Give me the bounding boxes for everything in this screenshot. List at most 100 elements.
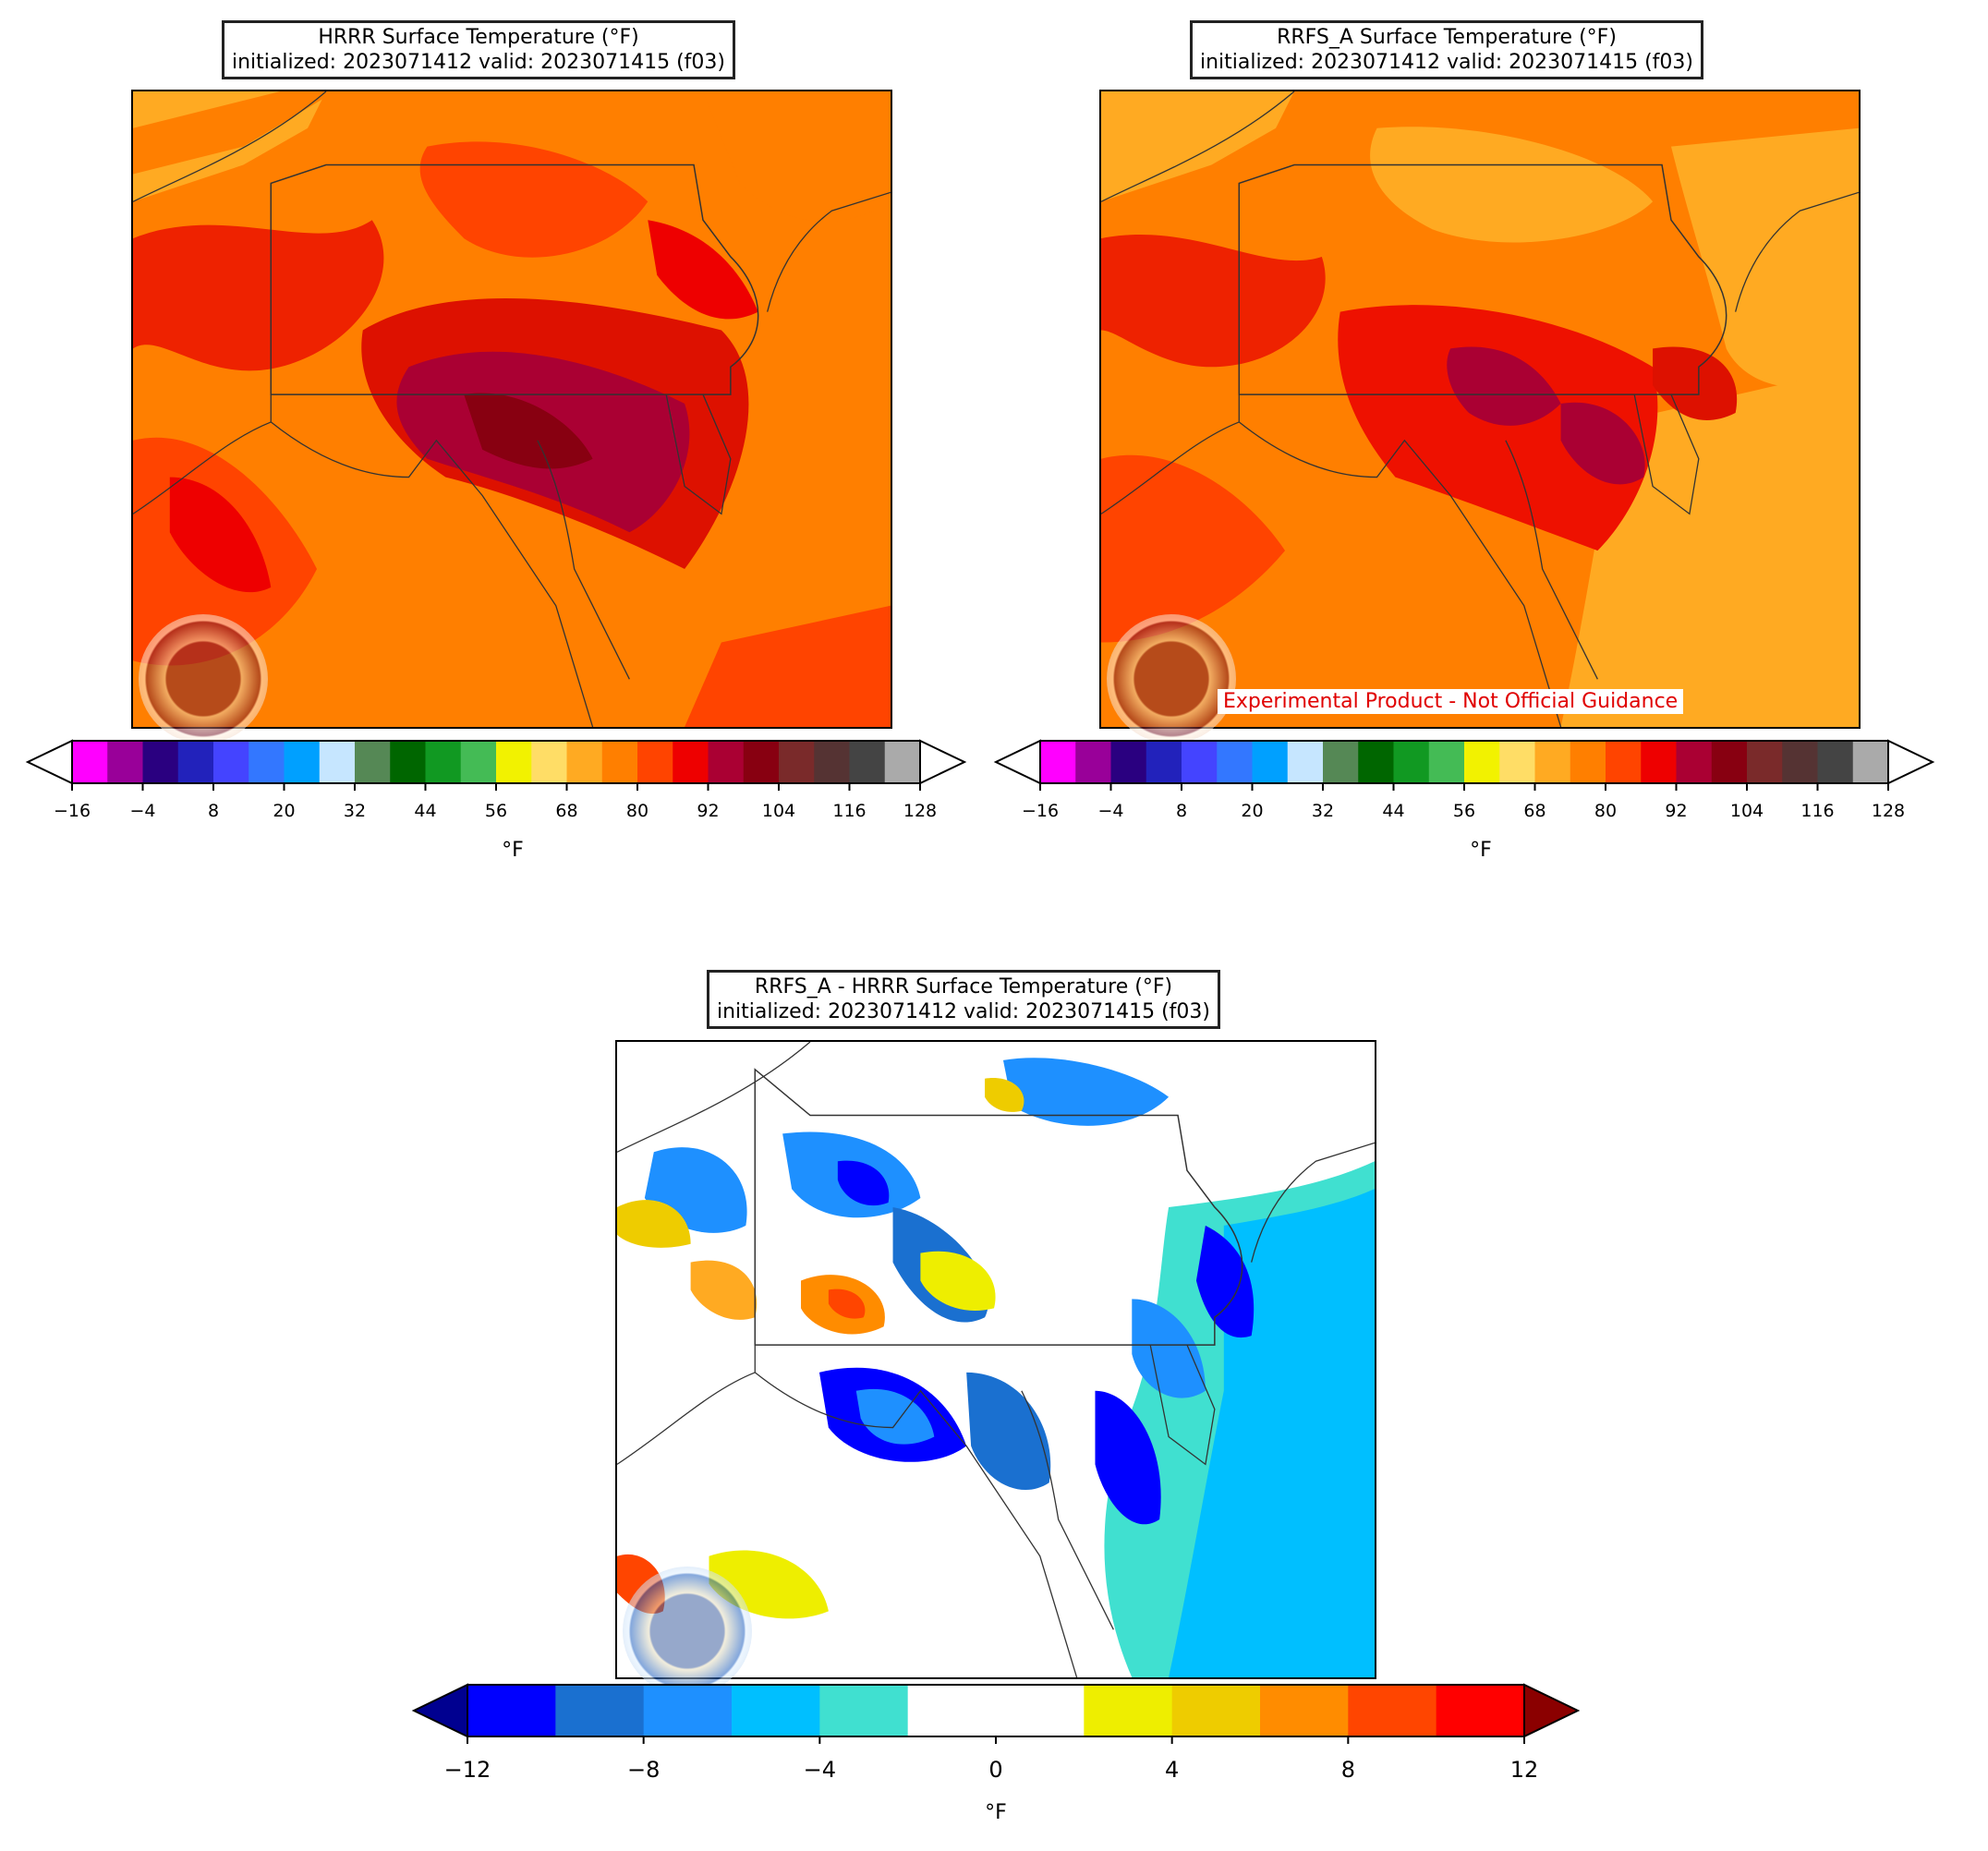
hrrr-colorbar-tick-label: 20 bbox=[273, 801, 295, 821]
hrrr-colorbar-color-swatch bbox=[849, 741, 886, 783]
rrfs-colorbar-color-swatch bbox=[1428, 741, 1465, 783]
diff-title-line1: RRFS_A - HRRR Surface Temperature (°F) bbox=[754, 975, 1173, 998]
hrrr-title: HRRR Surface Temperature (°F) initialize… bbox=[222, 20, 735, 79]
hrrr-colorbar-tick-label: −16 bbox=[54, 801, 91, 821]
hrrr-colorbar-color-swatch bbox=[637, 741, 673, 783]
diff-colorbar-extend-low bbox=[411, 1683, 468, 1738]
rrfs-colorbar-color-swatch bbox=[1358, 741, 1394, 783]
hrrr-colorbar-tick-label: 56 bbox=[485, 801, 507, 821]
rrfs-colorbar-color-swatch bbox=[1075, 741, 1111, 783]
diff-colorbar-unit: °F bbox=[985, 1801, 1007, 1824]
rrfs-colorbar-color-swatch bbox=[1217, 741, 1253, 783]
rrfs-colorbar-color-swatch bbox=[1040, 741, 1076, 783]
rrfs-title: RRFS_A Surface Temperature (°F) initiali… bbox=[1190, 20, 1703, 79]
hrrr-colorbar-color-swatch bbox=[743, 741, 780, 783]
rrfs-colorbar-color-swatch bbox=[1817, 741, 1854, 783]
hrrr-colorbar-color-swatch bbox=[284, 741, 321, 783]
hrrr-colorbar-unit: °F bbox=[502, 839, 524, 862]
diff-colorbar-color-swatch bbox=[467, 1685, 556, 1736]
hrrr-colorbar-color-swatch bbox=[884, 741, 921, 783]
rrfs-colorbar-color-swatch bbox=[1287, 741, 1324, 783]
rrfs-colorbar-tick-label: 44 bbox=[1382, 801, 1404, 821]
hrrr-colorbar-color-swatch bbox=[355, 741, 391, 783]
rrfs-colorbar-color-swatch bbox=[1464, 741, 1500, 783]
diff-colorbar-extend-high bbox=[1523, 1683, 1581, 1738]
diff-colorbar-color-swatch bbox=[819, 1685, 909, 1736]
hrrr-colorbar-color-swatch bbox=[72, 741, 108, 783]
hrrr-colorbar-tick-label: 128 bbox=[903, 801, 937, 821]
rrfs-colorbar-color-swatch bbox=[1146, 741, 1182, 783]
rrfs-colorbar-extend-high bbox=[1887, 739, 1935, 785]
noaa-logo-icon bbox=[623, 1567, 752, 1696]
hrrr-colorbar-color-swatch bbox=[531, 741, 567, 783]
hrrr-colorbar-tick-label: 68 bbox=[555, 801, 577, 821]
hrrr-colorbar-color-swatch bbox=[814, 741, 850, 783]
rrfs-colorbar-tick-label: 56 bbox=[1453, 801, 1475, 821]
hrrr-colorbar-extend-low bbox=[25, 739, 73, 785]
diff-title: RRFS_A - HRRR Surface Temperature (°F) i… bbox=[707, 970, 1220, 1029]
rrfs-colorbar-color-swatch bbox=[1852, 741, 1889, 783]
hrrr-colorbar-tick-label: 44 bbox=[414, 801, 436, 821]
rrfs-colorbar-color-swatch bbox=[1782, 741, 1818, 783]
rrfs-colorbar-tick-label: 8 bbox=[1176, 801, 1187, 821]
hrrr-colorbar-tick-label: 104 bbox=[762, 801, 795, 821]
hrrr-colorbar-color-swatch bbox=[779, 741, 815, 783]
hrrr-colorbar-color-swatch bbox=[425, 741, 462, 783]
hrrr-colorbar-color-swatch bbox=[177, 741, 214, 783]
rrfs-colorbar-tick-label: 68 bbox=[1523, 801, 1546, 821]
rrfs-colorbar-tick-label: 80 bbox=[1594, 801, 1617, 821]
rrfs-colorbar-color-swatch bbox=[1182, 741, 1218, 783]
diff-colorbar-color-swatch bbox=[555, 1685, 645, 1736]
diff-colorbar-color-swatch bbox=[996, 1685, 1085, 1736]
diff-colorbar-color-swatch bbox=[732, 1685, 820, 1736]
rrfs-colorbar-color-swatch bbox=[1641, 741, 1677, 783]
diff-colorbar-color-swatch bbox=[1260, 1685, 1349, 1736]
rrfs-colorbar-tick-label: −16 bbox=[1022, 801, 1059, 821]
rrfs-colorbar-color-swatch bbox=[1110, 741, 1147, 783]
rrfs-colorbar-tick-label: −4 bbox=[1097, 801, 1123, 821]
hrrr-colorbar-color-swatch bbox=[601, 741, 638, 783]
rrfs-colorbar-tick-label: 20 bbox=[1241, 801, 1263, 821]
rrfs-colorbar-color-swatch bbox=[1711, 741, 1748, 783]
rrfs-colorbar-color-swatch bbox=[1323, 741, 1359, 783]
rrfs-colorbar-color-swatch bbox=[1747, 741, 1783, 783]
rrfs-colorbar-color-swatch bbox=[1252, 741, 1289, 783]
noaa-logo-icon bbox=[1107, 614, 1236, 744]
difference-map bbox=[615, 1040, 1376, 1679]
hrrr-colorbar-color-swatch bbox=[142, 741, 179, 783]
hrrr-colorbar-color-swatch bbox=[496, 741, 532, 783]
rrfs-title-line1: RRFS_A Surface Temperature (°F) bbox=[1277, 26, 1617, 49]
rrfs-colorbar-tick-label: 116 bbox=[1800, 801, 1834, 821]
rrfs-colorbar-color-swatch bbox=[1570, 741, 1606, 783]
hrrr-colorbar-extend-high bbox=[919, 739, 967, 785]
noaa-logo-icon bbox=[139, 614, 268, 744]
diff-colorbar-tick-label: −12 bbox=[444, 1757, 491, 1783]
hrrr-title-line2: initialized: 2023071412 valid: 202307141… bbox=[232, 51, 725, 74]
hrrr-colorbar-tick-label: 8 bbox=[208, 801, 219, 821]
hrrr-colorbar-tick-label: 80 bbox=[626, 801, 649, 821]
rrfs-colorbar-color-swatch bbox=[1534, 741, 1571, 783]
rrfs-title-line2: initialized: 2023071412 valid: 202307141… bbox=[1200, 51, 1693, 74]
rrfs-colorbar-tick-label: 92 bbox=[1665, 801, 1687, 821]
diff-colorbar: −12 −8 −4 0 4 8 12 bbox=[406, 1683, 1589, 1784]
hrrr-colorbar-color-swatch bbox=[673, 741, 709, 783]
diff-colorbar-color-swatch bbox=[907, 1685, 997, 1736]
diff-colorbar-color-swatch bbox=[1084, 1685, 1173, 1736]
diff-colorbar-color-swatch bbox=[1171, 1685, 1261, 1736]
diff-colorbar-color-swatch bbox=[643, 1685, 733, 1736]
hrrr-colorbar-color-swatch bbox=[319, 741, 356, 783]
hrrr-colorbar-color-swatch bbox=[213, 741, 249, 783]
rrfs-colorbar-tick-label: 128 bbox=[1872, 801, 1905, 821]
rrfs-colorbar-unit: °F bbox=[1470, 839, 1492, 862]
diff-colorbar-tick-label: 12 bbox=[1510, 1757, 1539, 1783]
hrrr-colorbar-tick-label: 92 bbox=[697, 801, 719, 821]
hrrr-colorbar-tick-label: 116 bbox=[832, 801, 866, 821]
diff-title-line2: initialized: 2023071412 valid: 202307141… bbox=[717, 1000, 1210, 1023]
diff-colorbar-tick-label: 8 bbox=[1341, 1757, 1355, 1783]
hrrr-colorbar: −16 −4 8 20 32 44 56 68 80 92 104 116 128 bbox=[25, 739, 998, 822]
hrrr-colorbar-tick-label: −4 bbox=[129, 801, 155, 821]
diff-colorbar-tick-label: −8 bbox=[627, 1757, 660, 1783]
hrrr-colorbar-color-swatch bbox=[390, 741, 426, 783]
rrfs-colorbar-color-swatch bbox=[1393, 741, 1430, 783]
experimental-disclaimer: Experimental Product - Not Official Guid… bbox=[1218, 689, 1684, 714]
